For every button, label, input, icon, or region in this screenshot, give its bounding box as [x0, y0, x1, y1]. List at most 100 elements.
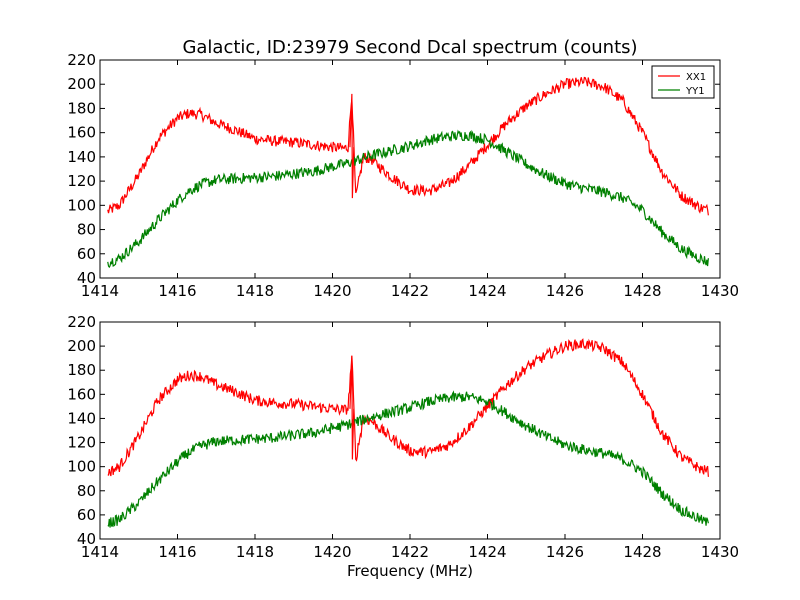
- data-point-xx1: [107, 211, 109, 213]
- x-tick-label: 1416: [158, 282, 196, 300]
- data-point-yy1: [564, 183, 566, 185]
- data-point-xx1: [642, 132, 644, 134]
- data-point-yy1: [107, 523, 109, 525]
- data-point-yy1: [332, 166, 334, 168]
- data-point-xx1: [138, 174, 140, 176]
- x-tick-label: 1422: [391, 543, 429, 561]
- data-point-xx1: [584, 81, 586, 83]
- data-point-xx1: [177, 379, 179, 381]
- data-point-xx1: [274, 402, 276, 404]
- data-point-yy1: [409, 407, 411, 409]
- data-point-xx1: [409, 450, 411, 452]
- data-point-yy1: [107, 261, 109, 263]
- data-point-xx1: [293, 142, 295, 144]
- data-point-yy1: [177, 461, 179, 463]
- x-tick-label: 1426: [546, 543, 584, 561]
- data-point-xx1: [312, 144, 314, 146]
- data-point-xx1: [661, 171, 663, 173]
- data-point-yy1: [200, 445, 202, 447]
- data-point-xx1: [661, 432, 663, 434]
- data-point-xx1: [215, 122, 217, 124]
- data-point-xx1: [622, 100, 624, 102]
- data-point-xx1: [347, 408, 349, 410]
- x-tick-label: 1430: [701, 543, 739, 561]
- data-point-yy1: [700, 258, 702, 260]
- data-point-xx1: [642, 394, 644, 396]
- data-point-yy1: [343, 163, 345, 165]
- data-point-xx1: [343, 148, 345, 150]
- x-tick-label: 1420: [313, 282, 351, 300]
- data-point-xx1: [525, 367, 527, 369]
- series-line-yy1: [107, 129, 709, 269]
- data-point-xx1: [332, 408, 334, 410]
- y-tick-label: 120: [67, 434, 96, 452]
- data-point-yy1: [545, 436, 547, 438]
- data-point-yy1: [584, 449, 586, 451]
- data-point-yy1: [680, 509, 682, 511]
- data-point-xx1: [355, 459, 357, 461]
- y-tick-label: 160: [67, 385, 96, 403]
- x-tick-label: 1424: [468, 543, 506, 561]
- series-line-xx1: [107, 338, 709, 477]
- data-point-yy1: [700, 519, 702, 521]
- data-point-yy1: [448, 397, 450, 399]
- data-point-xx1: [525, 105, 527, 107]
- data-point-yy1: [409, 145, 411, 147]
- data-point-xx1: [700, 468, 702, 470]
- data-point-yy1: [525, 163, 527, 165]
- data-point-yy1: [467, 134, 469, 136]
- data-point-yy1: [680, 248, 682, 250]
- data-point-yy1: [347, 424, 349, 426]
- data-point-yy1: [467, 396, 469, 398]
- y-tick-label: 80: [77, 482, 96, 500]
- data-point-xx1: [274, 140, 276, 142]
- data-point-yy1: [235, 439, 237, 441]
- data-point-yy1: [312, 171, 314, 173]
- data-point-xx1: [487, 406, 489, 408]
- data-point-yy1: [312, 432, 314, 434]
- data-point-yy1: [487, 139, 489, 141]
- y-tick-label: 180: [67, 99, 96, 117]
- data-point-xx1: [622, 362, 624, 364]
- data-point-yy1: [274, 175, 276, 177]
- data-point-yy1: [642, 471, 644, 473]
- data-point-xx1: [347, 146, 349, 148]
- data-point-yy1: [119, 519, 121, 521]
- data-point-yy1: [293, 173, 295, 175]
- y-tick-label: 40: [77, 269, 96, 287]
- y-tick-label: 120: [67, 172, 96, 190]
- y-tick-label: 220: [67, 51, 96, 69]
- data-point-xx1: [603, 348, 605, 350]
- data-point-xx1: [119, 205, 121, 207]
- data-point-xx1: [448, 444, 450, 446]
- data-point-yy1: [545, 174, 547, 176]
- data-point-yy1: [390, 412, 392, 414]
- data-point-yy1: [347, 162, 349, 164]
- y-tick-label: 180: [67, 361, 96, 379]
- data-point-xx1: [584, 343, 586, 345]
- x-tick-label: 1414: [81, 282, 119, 300]
- chart-title: Galactic, ID:23979 Second Dcal spectrum …: [182, 37, 637, 58]
- data-point-yy1: [525, 425, 527, 427]
- x-tick-label: 1430: [701, 282, 739, 300]
- y-tick-label: 140: [67, 148, 96, 166]
- data-point-xx1: [603, 86, 605, 88]
- data-point-xx1: [390, 437, 392, 439]
- data-point-xx1: [157, 138, 159, 140]
- x-tick-label: 1428: [623, 282, 661, 300]
- data-point-yy1: [363, 419, 365, 421]
- data-point-yy1: [215, 179, 217, 181]
- data-point-yy1: [188, 451, 190, 453]
- data-point-yy1: [429, 401, 431, 403]
- data-point-yy1: [157, 480, 159, 482]
- data-point-xx1: [390, 175, 392, 177]
- data-point-xx1: [200, 375, 202, 377]
- data-point-yy1: [370, 416, 372, 418]
- y-tick-label: 100: [67, 458, 96, 476]
- data-point-xx1: [254, 138, 256, 140]
- data-point-yy1: [506, 151, 508, 153]
- data-point-yy1: [254, 177, 256, 179]
- data-point-xx1: [312, 406, 314, 408]
- data-point-xx1: [235, 129, 237, 131]
- data-point-yy1: [157, 219, 159, 221]
